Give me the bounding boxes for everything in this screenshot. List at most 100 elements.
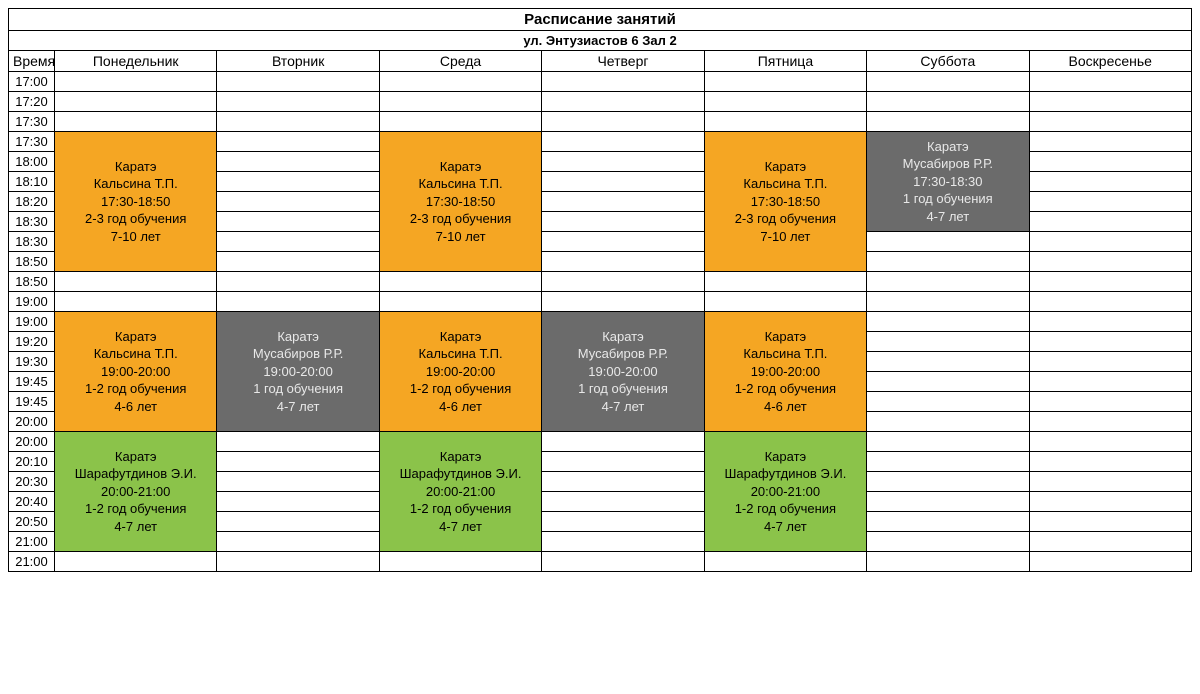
empty-cell — [867, 412, 1029, 432]
empty-cell — [217, 232, 379, 252]
time-cell: 18:30 — [9, 232, 55, 252]
empty-cell — [1029, 72, 1191, 92]
time-cell: 20:10 — [9, 452, 55, 472]
class-line: 20:00-21:00 — [384, 483, 537, 501]
time-cell: 19:20 — [9, 332, 55, 352]
class-line: 17:30-18:30 — [871, 173, 1024, 191]
empty-cell — [704, 72, 866, 92]
time-cell: 21:00 — [9, 552, 55, 572]
class-line: Каратэ — [221, 328, 374, 346]
empty-cell — [867, 472, 1029, 492]
empty-cell — [217, 212, 379, 232]
class-line: 2-3 год обучения — [709, 210, 862, 228]
empty-cell — [867, 92, 1029, 112]
empty-cell — [867, 312, 1029, 332]
time-cell: 17:30 — [9, 132, 55, 152]
empty-cell — [704, 112, 866, 132]
empty-cell — [55, 92, 217, 112]
class-line: Каратэ — [384, 448, 537, 466]
empty-cell — [542, 192, 704, 212]
page-subtitle: ул. Энтузиастов 6 Зал 2 — [9, 31, 1192, 51]
empty-cell — [867, 372, 1029, 392]
class-line: 19:00-20:00 — [709, 363, 862, 381]
time-cell: 17:00 — [9, 72, 55, 92]
empty-cell — [867, 272, 1029, 292]
empty-cell — [867, 512, 1029, 532]
empty-cell — [379, 292, 541, 312]
empty-cell — [1029, 532, 1191, 552]
empty-cell — [1029, 112, 1191, 132]
empty-cell — [217, 512, 379, 532]
time-cell: 19:00 — [9, 292, 55, 312]
empty-cell — [217, 172, 379, 192]
empty-cell — [217, 432, 379, 452]
empty-cell — [55, 272, 217, 292]
time-cell: 20:00 — [9, 432, 55, 452]
class-line: 4-6 лет — [59, 398, 212, 416]
empty-cell — [542, 432, 704, 452]
class-line: 19:00-20:00 — [546, 363, 699, 381]
empty-cell — [1029, 332, 1191, 352]
empty-cell — [867, 232, 1029, 252]
empty-cell — [542, 252, 704, 272]
header-day: Суббота — [867, 51, 1029, 72]
class-line: Шарафутдинов Э.И. — [709, 465, 862, 483]
empty-cell — [1029, 552, 1191, 572]
table-row: 19:00КаратэКальсина Т.П.19:00-20:001-2 г… — [9, 312, 1192, 332]
empty-cell — [1029, 452, 1191, 472]
table-row: 17:20 — [9, 92, 1192, 112]
empty-cell — [542, 552, 704, 572]
empty-cell — [542, 232, 704, 252]
empty-cell — [217, 72, 379, 92]
empty-cell — [1029, 352, 1191, 372]
time-cell: 17:20 — [9, 92, 55, 112]
table-row: 17:30КаратэКальсина Т.П.17:30-18:502-3 г… — [9, 132, 1192, 152]
class-line: Кальсина Т.П. — [59, 345, 212, 363]
time-cell: 20:50 — [9, 512, 55, 532]
empty-cell — [379, 92, 541, 112]
header-time: Время — [9, 51, 55, 72]
empty-cell — [379, 112, 541, 132]
class-line: 2-3 год обучения — [59, 210, 212, 228]
time-cell: 19:45 — [9, 372, 55, 392]
class-line: Кальсина Т.П. — [59, 175, 212, 193]
class-line: 4-7 лет — [384, 518, 537, 536]
time-cell: 18:30 — [9, 212, 55, 232]
table-row: 18:50 — [9, 272, 1192, 292]
empty-cell — [542, 152, 704, 172]
class-line: 7-10 лет — [384, 228, 537, 246]
empty-cell — [217, 92, 379, 112]
class-line: Каратэ — [871, 138, 1024, 156]
empty-cell — [217, 552, 379, 572]
class-block-karate_kalsina_evening: КаратэКальсина Т.П.17:30-18:502-3 год об… — [379, 132, 541, 272]
class-line: 4-7 лет — [221, 398, 374, 416]
class-line: 1-2 год обучения — [59, 500, 212, 518]
class-line: 7-10 лет — [709, 228, 862, 246]
empty-cell — [217, 472, 379, 492]
empty-cell — [379, 72, 541, 92]
class-line: 17:30-18:50 — [384, 193, 537, 211]
empty-cell — [867, 252, 1029, 272]
empty-cell — [55, 292, 217, 312]
empty-cell — [542, 72, 704, 92]
class-line: Мусабиров Р.Р. — [546, 345, 699, 363]
empty-cell — [704, 92, 866, 112]
empty-cell — [867, 112, 1029, 132]
empty-cell — [704, 552, 866, 572]
empty-cell — [542, 92, 704, 112]
header-day: Среда — [379, 51, 541, 72]
empty-cell — [542, 512, 704, 532]
empty-cell — [217, 152, 379, 172]
time-cell: 20:40 — [9, 492, 55, 512]
class-block-karate_musabirov_sat: КаратэМусабиров Р.Р.17:30-18:301 год обу… — [867, 132, 1029, 232]
empty-cell — [542, 532, 704, 552]
empty-cell — [217, 252, 379, 272]
time-cell: 19:30 — [9, 352, 55, 372]
class-block-karate_kalsina_19: КаратэКальсина Т.П.19:00-20:001-2 год об… — [379, 312, 541, 432]
empty-cell — [542, 492, 704, 512]
empty-cell — [542, 112, 704, 132]
header-day: Понедельник — [55, 51, 217, 72]
empty-cell — [867, 392, 1029, 412]
empty-cell — [1029, 312, 1191, 332]
empty-cell — [542, 132, 704, 152]
